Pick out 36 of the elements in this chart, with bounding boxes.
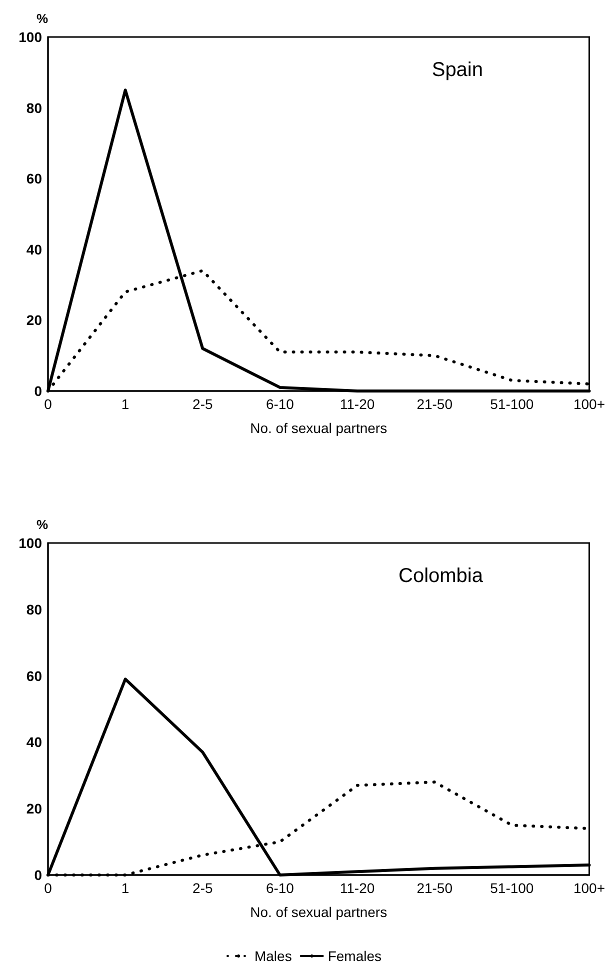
x-tick-label: 11-20	[340, 880, 375, 896]
y-axis-title: %	[36, 517, 48, 532]
x-tick-label: 51-100	[490, 880, 534, 896]
y-tick-label: 0	[34, 867, 42, 883]
text: Colombia	[398, 565, 484, 587]
y-tick-label: 80	[26, 601, 42, 618]
x-axis-title: No. of sexual partners	[250, 420, 388, 436]
x-tick-label: 6-10	[266, 396, 294, 412]
x-tick-label: 6-10	[266, 880, 294, 896]
x-tick-label: 2-5	[192, 396, 213, 412]
x-tick-label: 0	[44, 880, 52, 896]
y-tick-label: 60	[26, 668, 42, 684]
x-tick-label: 51-100	[490, 396, 534, 412]
y-tick-label: 20	[26, 312, 42, 328]
y-tick-label: 60	[26, 170, 42, 187]
x-tick-label: 0	[44, 396, 52, 412]
x-tick-label: 1	[121, 880, 130, 896]
text: Spain	[432, 59, 484, 81]
y-tick-label: 100	[18, 29, 42, 45]
y-tick-label: 80	[26, 100, 42, 116]
y-tick-label: 20	[26, 800, 42, 817]
x-tick-label: 11-20	[340, 396, 375, 412]
y-tick-label: 40	[26, 241, 42, 258]
x-tick-label: 100+	[573, 880, 606, 896]
x-tick-label: 2-5	[192, 880, 213, 896]
x-tick-label: 100+	[573, 396, 606, 412]
y-tick-label: 0	[34, 383, 42, 399]
x-tick-label: 21-50	[416, 396, 453, 412]
x-tick-label: 21-50	[416, 880, 453, 896]
y-tick-label: 40	[26, 734, 42, 750]
x-axis-title: No. of sexual partners	[250, 904, 388, 920]
x-tick-label: 1	[121, 396, 130, 412]
y-tick-label: 100	[18, 535, 42, 551]
legend-label: Females	[328, 948, 382, 964]
legend-label: Males	[254, 948, 292, 964]
y-axis-title: %	[36, 11, 48, 26]
